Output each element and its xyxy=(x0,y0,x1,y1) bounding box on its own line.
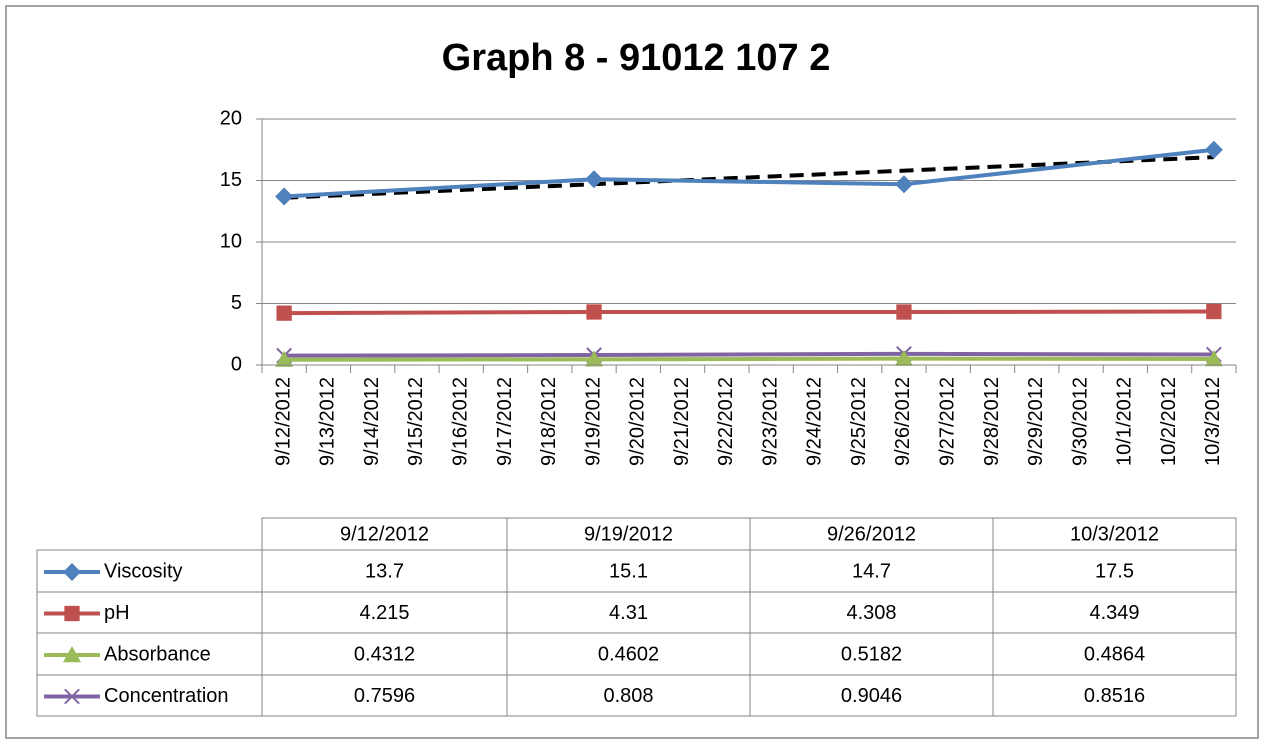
y-tick-label: 0 xyxy=(231,353,242,375)
table-cell xyxy=(992,674,1237,717)
y-tick-label: 10 xyxy=(220,230,242,252)
series-marker xyxy=(586,304,602,320)
chart-border xyxy=(5,5,1259,739)
x-tick-label: 9/17/2012 xyxy=(494,377,516,466)
series-marker xyxy=(275,350,294,367)
table-value: 4.31 xyxy=(609,602,648,624)
y-tick-label: 15 xyxy=(220,169,242,191)
x-tick-label: 10/1/2012 xyxy=(1114,377,1136,466)
table-value: 13.7 xyxy=(365,560,404,582)
series-marker xyxy=(276,305,292,321)
series-marker xyxy=(894,175,913,194)
table-header: 9/19/2012 xyxy=(584,523,673,545)
x-tick-label: 10/2/2012 xyxy=(1158,377,1180,466)
table-value: 17.5 xyxy=(1095,560,1134,582)
x-tick-label: 9/24/2012 xyxy=(804,377,826,466)
table-value: 14.7 xyxy=(852,560,891,582)
legend-marker xyxy=(64,605,80,622)
series-marker xyxy=(275,187,294,206)
series-marker xyxy=(1206,303,1222,320)
table-value: 4.308 xyxy=(846,602,896,624)
x-tick-label: 9/12/2012 xyxy=(272,377,294,466)
table-header: 10/3/2012 xyxy=(1070,523,1159,545)
table-value: 0.7596 xyxy=(354,685,415,707)
table-value: 4.215 xyxy=(359,602,409,624)
series-line xyxy=(284,351,1214,358)
series-marker xyxy=(585,350,604,367)
legend-label: pH xyxy=(104,602,130,624)
x-tick-label: 9/20/2012 xyxy=(627,377,649,466)
table-value: 0.4312 xyxy=(354,643,415,665)
x-tick-label: 9/22/2012 xyxy=(715,377,737,466)
table-value: 0.4864 xyxy=(1084,643,1145,665)
table-value: 0.9046 xyxy=(841,685,902,707)
x-tick-label: 9/16/2012 xyxy=(450,377,472,466)
x-tick-label: 9/29/2012 xyxy=(1025,377,1047,466)
x-tick-label: 9/15/2012 xyxy=(405,377,427,466)
table-value: 4.349 xyxy=(1089,602,1139,624)
legend-label: Absorbance xyxy=(104,643,211,665)
x-tick-label: 10/3/2012 xyxy=(1202,377,1224,466)
table-value: 0.5182 xyxy=(841,643,902,665)
legend-label: Concentration xyxy=(104,685,229,707)
x-tick-label: 9/23/2012 xyxy=(759,377,781,466)
y-tick-label: 5 xyxy=(231,292,242,314)
x-tick-label: 9/19/2012 xyxy=(582,377,604,466)
x-tick-label: 9/21/2012 xyxy=(671,377,693,466)
x-tick-label: 9/30/2012 xyxy=(1069,377,1091,466)
series-line xyxy=(284,309,1214,316)
series-marker xyxy=(1204,350,1223,367)
legend-marker xyxy=(63,563,81,581)
series-marker xyxy=(896,304,912,320)
x-tick-label: 9/13/2012 xyxy=(317,377,339,466)
table-value: 0.4602 xyxy=(598,643,659,665)
table-value: 0.808 xyxy=(603,685,653,707)
x-tick-label: 9/26/2012 xyxy=(892,377,914,466)
table-header: 9/26/2012 xyxy=(827,523,916,545)
table-value: 0.8516 xyxy=(1084,685,1145,707)
table-value: 15.1 xyxy=(609,560,648,582)
series-line xyxy=(284,356,1214,362)
x-tick-label: 9/14/2012 xyxy=(361,377,383,466)
table-header: 9/12/2012 xyxy=(340,523,429,545)
y-tick-label: 20 xyxy=(220,107,242,129)
series-marker xyxy=(585,170,604,189)
legend-marker xyxy=(64,688,80,705)
x-tick-label: 9/25/2012 xyxy=(848,377,870,466)
x-tick-label: 9/28/2012 xyxy=(981,377,1003,466)
trendline xyxy=(284,155,1214,200)
x-tick-label: 9/18/2012 xyxy=(538,377,560,466)
x-tick-label: 9/27/2012 xyxy=(937,377,959,466)
series-marker xyxy=(1204,140,1223,159)
legend-label: Viscosity xyxy=(104,560,183,582)
series-marker xyxy=(894,349,913,366)
legend-marker xyxy=(63,646,81,663)
chart-title: Graph 8 - 91012 107 2 xyxy=(442,37,831,79)
series-line xyxy=(284,147,1215,199)
